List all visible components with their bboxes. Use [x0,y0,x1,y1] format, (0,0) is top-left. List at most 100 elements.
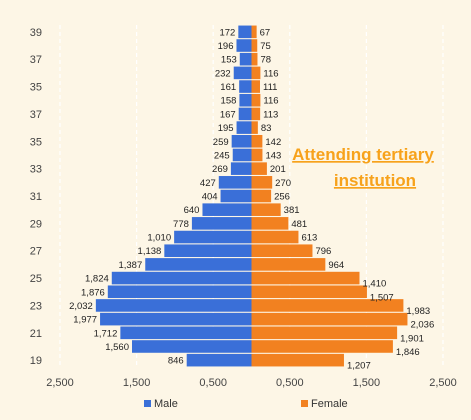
data-label-male-19: 158 [221,96,237,107]
bar-male-3 [100,312,252,326]
x-tick-1: 1,500 [123,377,151,389]
data-label-female-5: 1,507 [370,292,394,303]
annotation: Attending tertiary institution [292,145,434,190]
data-labels: 846 1,207 1,560 1,846 1,712 1,901 1,977 2,036 2,… [69,27,434,371]
bar-female-4 [251,299,404,312]
y-tick-12: 31 [30,191,42,203]
data-label-male-18: 167 [220,109,236,120]
y-axis-ticks: 19 21 23 25 27 29 31 33 35 37 35 37 39 [30,27,42,367]
data-label-female-3: 2,036 [410,320,434,331]
data-label-female-0: 1,207 [347,361,371,372]
y-tick-8: 27 [30,246,42,258]
data-label-female-19: 116 [263,96,278,107]
legend-swatch-male [144,400,151,407]
bar-female-15 [251,148,263,162]
x-tick-2: 0,500 [199,377,227,389]
data-label-female-16: 142 [265,137,281,148]
data-label-male-12: 404 [202,192,218,203]
bar-female-23 [251,39,258,52]
data-label-female-21: 116 [263,68,278,79]
bar-male-21 [233,66,252,80]
y-tick-14: 33 [30,164,42,176]
data-label-male-23: 196 [218,41,234,52]
bar-female-6 [251,271,360,285]
data-label-female-24: 67 [260,27,271,38]
data-label-male-10: 778 [173,219,189,230]
y-tick-4: 23 [30,300,42,312]
bar-male-1 [132,340,252,353]
data-label-male-1: 1,560 [105,342,129,353]
bar-female-24 [251,25,257,39]
data-label-male-13: 427 [200,178,216,189]
y-tick-24: 39 [30,27,42,39]
data-label-male-9: 1,010 [147,233,171,244]
bar-male-12 [220,189,252,203]
data-label-female-7: 964 [328,260,344,271]
data-label-male-11: 640 [184,205,200,216]
y-tick-0: 19 [30,355,42,367]
data-label-male-16: 259 [213,137,229,148]
x-tick-5: 2,500 [429,377,457,389]
data-label-female-10: 481 [291,219,307,230]
data-label-female-20: 111 [263,82,277,93]
bar-female-10 [251,217,289,230]
data-label-female-12: 256 [274,192,290,203]
data-label-male-24: 172 [219,27,235,38]
y-tick-10: 29 [30,218,42,230]
annotation-line-1: Attending tertiary [292,145,434,164]
bar-female-14 [251,162,267,175]
data-label-female-8: 796 [315,246,331,257]
bar-male-7 [145,258,252,271]
bar-male-13 [218,176,252,189]
data-label-female-22: 78 [260,55,271,66]
data-label-female-13: 270 [275,178,291,189]
bar-male-14 [230,162,252,175]
y-tick-6: 25 [30,273,42,285]
bar-female-16 [251,134,263,148]
x-tick-3: 0,500 [276,377,304,389]
y-tick-20: 35 [30,82,42,94]
bar-female-20 [251,80,261,93]
x-axis-ticks: 2,500 1,500 0,500 0,500 1,500 2,500 [46,377,457,389]
y-tick-18: 37 [30,109,42,121]
data-label-female-14: 201 [270,164,286,175]
data-label-male-4: 2,032 [69,301,93,312]
data-label-female-23: 75 [260,41,271,52]
bar-female-5 [251,285,367,299]
bar-female-11 [251,203,281,216]
legend-label-male: Male [154,398,178,410]
data-label-male-21: 232 [215,68,231,79]
legend-label-female: Female [311,398,348,410]
bar-female-9 [251,230,299,244]
y-tick-16: 35 [30,136,42,148]
data-label-female-11: 381 [284,205,300,216]
bar-male-4 [95,299,252,312]
bar-female-8 [251,244,313,258]
legend: Male Female [144,398,348,410]
bar-male-18 [238,107,252,121]
x-tick-4: 1,500 [353,377,381,389]
bar-male-20 [239,80,252,93]
bars [95,25,408,367]
bar-female-21 [251,66,261,80]
data-label-female-6: 1,410 [363,279,387,290]
bar-male-23 [236,39,252,52]
data-label-female-4: 1,983 [406,306,430,317]
data-label-female-1: 1,846 [396,347,420,358]
bar-male-16 [231,134,252,148]
data-label-male-7: 1,387 [118,260,142,271]
data-label-female-2: 1,901 [400,333,424,344]
bar-male-11 [202,203,252,216]
bar-female-3 [251,312,408,326]
bar-male-6 [111,271,252,285]
data-label-male-20: 161 [220,82,236,93]
bar-female-19 [251,93,261,107]
bar-female-1 [251,340,393,353]
grid-lines [59,25,444,367]
data-label-male-2: 1,712 [94,328,118,339]
data-label-female-15: 143 [265,150,281,161]
data-label-male-15: 245 [214,150,230,161]
data-label-male-22: 153 [221,55,237,66]
data-label-male-3: 1,977 [73,315,97,326]
